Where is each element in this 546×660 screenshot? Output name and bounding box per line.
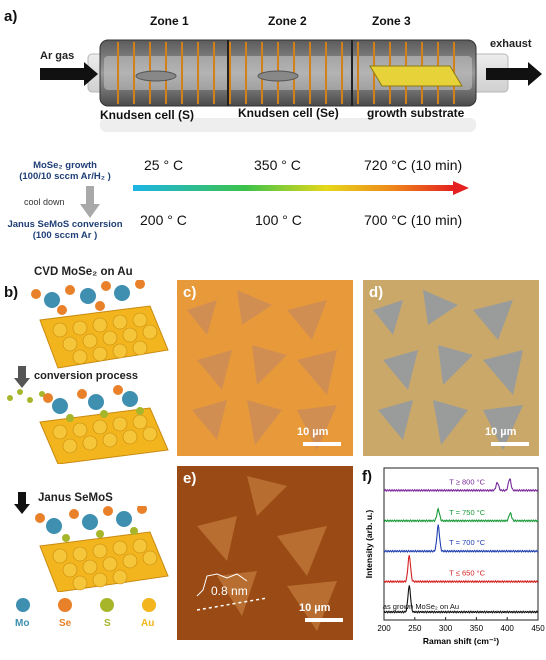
- temp-zone2-conversion: 100 ° C: [255, 212, 302, 228]
- raman-xtick-label: 350: [470, 624, 484, 633]
- zone-1-label: Zone 1: [150, 14, 189, 28]
- legend-au-label: Au: [141, 618, 155, 629]
- knudsen-cell-se-label: Knudsen cell (Se): [238, 106, 339, 120]
- panel-a-label: a): [4, 8, 18, 25]
- conversion-process-title: conversion process: [34, 370, 138, 382]
- panel-c-label: c): [183, 284, 197, 301]
- panel-f-label: f): [362, 468, 372, 485]
- panel-d-micrograph: d) 10 µm: [363, 280, 539, 456]
- legend-au-dot: [142, 598, 156, 612]
- panel-e-scalebar-label: 10 µm: [299, 602, 331, 614]
- raman-series-label: as grown MoSe₂ on Au: [383, 602, 459, 611]
- panel-e-scalebar: [305, 618, 343, 622]
- raman-series-label: T ≥ 800 °C: [449, 477, 485, 486]
- conversion-arrow-black: [14, 492, 30, 514]
- panel-c-flakes: [187, 290, 337, 450]
- raman-x-axis-label: Raman shift (cm⁻¹): [423, 636, 499, 646]
- raman-y-axis-label: Intensity (arb. u.): [364, 510, 374, 579]
- raman-xtick-label: 400: [501, 624, 515, 633]
- step2-title: Janus SeMoS conversion (100 sccm Ar ): [7, 219, 123, 241]
- temp-zone1-growth: 25 ° C: [144, 157, 184, 173]
- raman-spectra-chart: 200 250 300 350 400 450 Raman shift (cm⁻¹) Inte…: [364, 467, 545, 646]
- conversion-arrow-gray: [14, 366, 30, 388]
- janus-semos-title: Janus SeMoS: [38, 492, 113, 504]
- raman-series-label: T ≤ 650 °C: [449, 569, 485, 578]
- raman-series-line: [383, 478, 538, 493]
- legend-se-dot: [58, 598, 72, 612]
- crystal-structure-janus: [35, 506, 169, 592]
- panel-c-micrograph: c) 10 µm: [177, 280, 353, 456]
- ar-gas-label: Ar gas: [40, 50, 75, 62]
- temp-zone1-conversion: 200 ° C: [140, 212, 187, 228]
- raman-xtick-label: 300: [439, 624, 453, 633]
- growth-substrate-label: growth substrate: [367, 106, 465, 120]
- panel-e-flakes: [196, 476, 337, 631]
- temperature-gradient-arrow: [133, 181, 469, 195]
- legend-s-label: S: [104, 618, 111, 629]
- crystal-structure-mose2: [31, 280, 169, 369]
- legend-mo-dot: [16, 598, 30, 612]
- temp-zone3-growth: 720 °C (10 min): [364, 157, 463, 173]
- raman-series-line: [383, 507, 539, 523]
- panel-d-scalebar-label: 10 µm: [485, 426, 517, 438]
- furnace-tube-illustration: [40, 39, 542, 132]
- cvd-mose2-title: CVD MoSe₂ on Au: [34, 266, 133, 278]
- raman-series-label: T = 750 °C: [449, 508, 486, 517]
- raman-xtick-label: 450: [531, 624, 545, 633]
- raman-series-line: [383, 524, 539, 553]
- raman-series-label: T = 700 °C: [449, 538, 486, 547]
- panel-c-scalebar: [303, 442, 341, 446]
- cool-down-label: cool down: [24, 197, 65, 207]
- zone-3-label: Zone 3: [372, 14, 411, 28]
- legend-mo-label: Mo: [15, 618, 30, 629]
- raman-series-line: [383, 555, 539, 584]
- step1-title: MoSe₂ growth (100/10 sccm Ar/H₂ ): [19, 160, 111, 182]
- knudsen-cell-s-label: Knudsen cell (S): [100, 108, 195, 122]
- step-height-label: 0.8 nm: [211, 584, 248, 598]
- panel-d-label: d): [369, 284, 384, 301]
- raman-xtick-label: 200: [377, 624, 391, 633]
- crystal-structure-conversion: [7, 385, 169, 464]
- atom-legend: Mo Se S Au: [8, 598, 168, 638]
- legend-s-dot: [100, 598, 114, 612]
- raman-series-line: [384, 585, 539, 614]
- exhaust-label: exhaust: [490, 38, 532, 50]
- panel-d-flakes: [373, 290, 523, 450]
- panel-b-label: b): [4, 284, 19, 301]
- legend-se-label: Se: [59, 618, 72, 629]
- zone-2-label: Zone 2: [268, 14, 307, 28]
- panel-d-scalebar: [491, 442, 529, 446]
- panel-c-scalebar-label: 10 µm: [297, 426, 329, 438]
- raman-xtick-label: 250: [408, 624, 422, 633]
- raman-plot-frame: [383, 467, 539, 621]
- cool-down-arrow: [80, 186, 100, 218]
- temp-zone2-growth: 350 ° C: [254, 157, 301, 173]
- temp-zone3-conversion: 700 °C (10 min): [364, 212, 463, 228]
- panel-e-afm-image: e) 0.8 nm 10 µm: [177, 466, 353, 640]
- panel-e-label: e): [183, 470, 197, 487]
